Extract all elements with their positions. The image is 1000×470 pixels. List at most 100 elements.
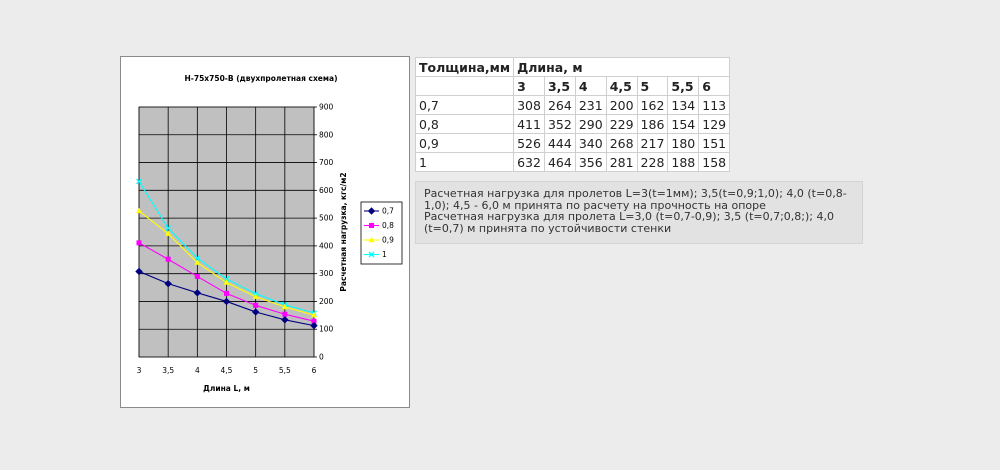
calculation-note: Расчетная нагрузка для пролетов L=3(t=1м… xyxy=(415,181,863,244)
length-cell: 4 xyxy=(574,76,607,96)
data-point xyxy=(164,279,172,288)
data-point xyxy=(310,321,318,330)
chart-title: Н-75х750-В (двухпролетная схема) xyxy=(184,74,337,83)
legend-marker xyxy=(367,207,376,215)
x-tick-label: 4,5 xyxy=(221,366,233,375)
value-cell: 229 xyxy=(605,114,638,134)
thickness-header: Толщина,мм xyxy=(414,57,515,77)
legend-label: 0,8 xyxy=(382,221,394,230)
data-point xyxy=(194,259,201,265)
value-cell: 268 xyxy=(605,133,638,153)
y-tick-label: 500 xyxy=(319,214,334,223)
value-cell: 231 xyxy=(574,95,607,115)
data-point xyxy=(311,318,317,324)
data-point xyxy=(135,267,143,276)
value-cell: 151 xyxy=(698,133,731,153)
load-chart: Н-75х750-В (двухпролетная схема) 0 100 200 3… xyxy=(135,74,403,393)
value-cell: 180 xyxy=(667,133,700,153)
legend-label: 0,7 xyxy=(382,207,394,216)
chart-panel: Н-75х750-В (двухпролетная схема) 0 100 200 3… xyxy=(120,56,410,408)
data-point xyxy=(222,297,231,306)
y-tick-label: 800 xyxy=(319,130,334,139)
x-tick-label: 4 xyxy=(195,366,200,375)
value-cell: 217 xyxy=(636,133,669,153)
value-cell: 340 xyxy=(574,133,607,153)
y-tick-label: 700 xyxy=(319,158,334,167)
value-cell: 158 xyxy=(698,152,731,172)
value-cell: 188 xyxy=(667,152,700,172)
data-point xyxy=(136,207,142,214)
length-header: Длина, м xyxy=(513,57,731,77)
value-cell: 134 xyxy=(667,95,700,115)
length-cell: 3,5 xyxy=(543,76,576,96)
value-cell: 632 xyxy=(513,152,545,172)
legend-box xyxy=(360,201,403,265)
load-table: Толщина,мм Длина, м 3 3,5 4 4,5 5 5,5 6 … xyxy=(414,57,731,172)
x-tick-label: 5,5 xyxy=(279,366,291,375)
value-cell: 356 xyxy=(574,152,607,172)
data-point xyxy=(282,311,288,317)
data-point xyxy=(281,303,288,310)
value-cell: 411 xyxy=(513,114,545,134)
legend-marker xyxy=(368,236,375,243)
value-cell: 281 xyxy=(605,152,638,172)
data-point xyxy=(165,256,171,262)
legend-label: 1 xyxy=(382,250,387,259)
value-cell: 308 xyxy=(513,95,545,115)
table-row: 1 632 464 356 281 228 188 158 xyxy=(414,152,731,172)
x-tick-label: 3,5 xyxy=(162,366,174,375)
data-point xyxy=(223,279,230,285)
data-point xyxy=(253,302,259,308)
value-cell: 264 xyxy=(543,95,576,115)
legend-marker xyxy=(369,223,374,228)
data-point xyxy=(311,311,317,318)
empty-corner-cell xyxy=(414,76,515,96)
y-axis-label: Расчетная нагрузка, кгс/м2 xyxy=(339,172,348,291)
y-tick-label: 300 xyxy=(319,269,334,278)
data-point xyxy=(223,275,230,282)
data-point xyxy=(136,178,142,185)
value-cell: 444 xyxy=(543,133,576,153)
value-cell: 113 xyxy=(698,95,731,115)
value-cell: 464 xyxy=(543,152,576,172)
table-row: 0,7 308 264 231 200 162 134 113 xyxy=(414,95,731,115)
data-point xyxy=(251,308,260,316)
data-point xyxy=(136,240,142,246)
x-tick-label: 3 xyxy=(137,366,142,375)
x-axis-label: Длина L, м xyxy=(203,384,250,393)
note-line: Расчетная нагрузка для пролетов L=3(t=1м… xyxy=(424,187,847,212)
value-cell: 228 xyxy=(636,152,669,172)
table-header-row: Толщина,мм Длина, м xyxy=(414,57,731,77)
y-tick-label: 100 xyxy=(319,325,334,334)
value-cell: 154 xyxy=(667,114,700,134)
x-tick-label: 5 xyxy=(253,366,258,375)
y-tick-label: 0 xyxy=(319,353,324,362)
value-cell: 186 xyxy=(636,114,669,134)
data-point xyxy=(252,293,259,299)
y-tick-label: 400 xyxy=(319,241,334,250)
data-point xyxy=(193,289,202,297)
thickness-cell: 0,8 xyxy=(414,114,515,134)
length-cell: 5 xyxy=(636,76,669,96)
table-row: 0,9 526 444 340 268 217 180 151 xyxy=(414,133,731,153)
y-tick-label: 600 xyxy=(319,186,334,195)
thickness-cell: 0,9 xyxy=(414,133,515,153)
data-point xyxy=(165,230,172,236)
thickness-cell: 0,7 xyxy=(414,95,515,115)
note-line: Расчетная нагрузка для пролета L=3,0 (t=… xyxy=(424,210,834,235)
data-point xyxy=(194,273,200,279)
value-cell: 290 xyxy=(574,114,607,134)
length-cell: 6 xyxy=(698,76,731,96)
thickness-cell: 1 xyxy=(414,152,515,172)
value-cell: 352 xyxy=(543,114,576,134)
length-cell: 3 xyxy=(513,76,545,96)
length-cell: 5,5 xyxy=(667,76,700,96)
y-tick-label: 900 xyxy=(319,103,334,112)
legend-marker xyxy=(368,251,375,258)
value-cell: 162 xyxy=(636,95,669,115)
data-point xyxy=(165,225,172,232)
table-row: 0,8 411 352 290 229 186 154 129 xyxy=(414,114,731,134)
data-point xyxy=(194,255,201,262)
lengths-row: 3 3,5 4 4,5 5 5,5 6 xyxy=(414,76,731,96)
data-point xyxy=(281,316,289,324)
